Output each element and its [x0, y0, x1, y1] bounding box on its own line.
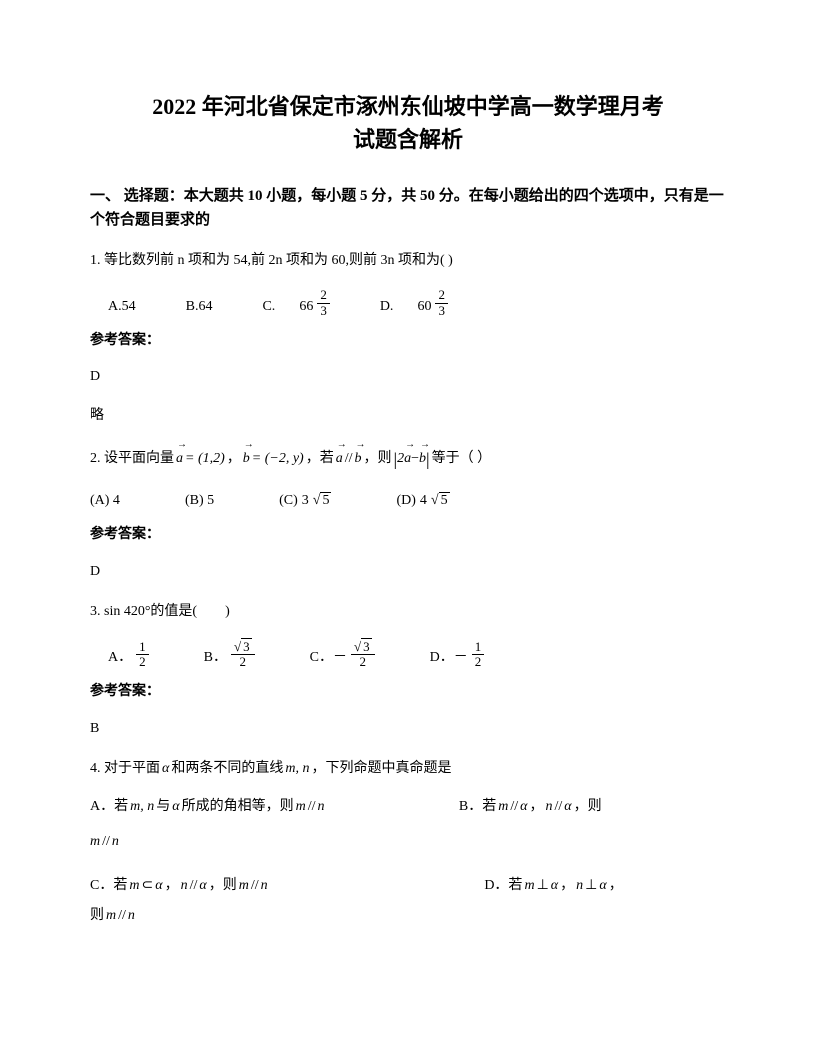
q1-ans-label: 参考答案：	[90, 330, 726, 352]
q1-options: A.54 B.64 C. 66 2 3 D. 60 2 3	[90, 288, 726, 318]
q3-opt-a: A． 1 2	[108, 640, 149, 670]
q1-text: 1. 等比数列前 n 项和为 54,前 2n 项和为 60,则前 3n 项和为(…	[90, 250, 726, 272]
fraction-icon: 2 3	[317, 288, 330, 318]
q3-text: 3. sin 420°的值是( )	[90, 601, 726, 623]
vector-b-icon: b	[243, 448, 250, 470]
fraction-icon: 3 2	[351, 640, 375, 670]
q2-opt-b: (B) 5	[185, 490, 214, 512]
abs-icon: 2 a − b	[394, 445, 430, 474]
q1-opt-b: B.64	[186, 296, 213, 318]
q1-opt-d: D. 60 2 3	[380, 288, 448, 318]
alpha-icon: α	[199, 875, 206, 897]
section-header: 一、 选择题：本大题共 10 小题，每小题 5 分，共 50 分。在每小题给出的…	[90, 184, 726, 232]
q1-opt-c: C. 66 2 3	[262, 288, 329, 318]
alpha-icon: α	[155, 875, 162, 897]
alpha-icon: α	[520, 796, 527, 818]
question-3: 3. sin 420°的值是( ) A． 1 2 B． 3 2 C．－ 3 2 …	[90, 601, 726, 740]
vector-a-icon: a	[404, 448, 411, 470]
q2-opt-c: (C) 35	[279, 490, 331, 512]
vector-a-icon: a	[336, 448, 343, 470]
sqrt-icon: 3	[354, 640, 372, 654]
alpha-icon: α	[599, 875, 606, 897]
q2-opt-a: (A) 4	[90, 490, 120, 512]
q4-opt-c: C．若 m ⊂ α ， n // α ，则 m // n	[90, 875, 484, 897]
alpha-icon: α	[551, 875, 558, 897]
vector-b-icon: b	[419, 448, 426, 470]
fraction-icon: 1 2	[472, 640, 485, 670]
q4-opt-d: D．若 m ⊥ α ， n ⊥ α ，	[484, 875, 726, 897]
q3-opt-c: C．－ 3 2	[310, 640, 375, 670]
q3-options: A． 1 2 B． 3 2 C．－ 3 2 D．－ 1 2	[90, 640, 726, 670]
title-line-2: 试题含解析	[353, 127, 463, 152]
q4-opt-b-cont: m // n	[90, 831, 726, 853]
alpha-icon: α	[172, 796, 179, 818]
fraction-icon: 1 2	[136, 640, 149, 670]
title-line-1: 2022 年河北省保定市涿州东仙坡中学高一数学理月考	[152, 94, 664, 119]
vector-a-icon: a	[176, 448, 183, 470]
page-title: 2022 年河北省保定市涿州东仙坡中学高一数学理月考 试题含解析	[90, 90, 726, 156]
q2-opt-d: (D) 45	[396, 490, 449, 512]
q4-opt-a: A．若 m, n 与 α 所成的角相等，则 m // n	[90, 796, 459, 818]
q4-opt-b: B．若 m // α ， n // α ，则	[459, 796, 726, 818]
q1-opt-a: A.54	[108, 296, 136, 318]
alpha-icon: α	[162, 758, 169, 780]
q3-opt-b: B． 3 2	[204, 640, 255, 670]
sqrt-icon: 5	[431, 490, 450, 512]
fraction-icon: 2 3	[435, 288, 448, 318]
question-2: 2. 设平面向量 a = (1,2) ， b = (−2, y) ，若 a //…	[90, 445, 726, 583]
question-1: 1. 等比数列前 n 项和为 54,前 2n 项和为 60,则前 3n 项和为(…	[90, 250, 726, 427]
vector-b-icon: b	[355, 448, 362, 470]
q4-opt-d-cont: 则 m // n	[90, 905, 726, 927]
q1-ans: D	[90, 366, 726, 388]
fraction-icon: 3 2	[231, 640, 255, 670]
alpha-icon: α	[564, 796, 571, 818]
sqrt-icon: 3	[234, 640, 252, 654]
question-4: 4. 对于平面 α 和两条不同的直线 m, n ，下列命题中真命题是 A．若 m…	[90, 758, 726, 928]
q3-opt-d: D．－ 1 2	[430, 640, 485, 670]
q2-options: (A) 4 (B) 5 (C) 35 (D) 45	[90, 490, 726, 512]
q2-ans: D	[90, 561, 726, 583]
q4-options: A．若 m, n 与 α 所成的角相等，则 m // n B．若 m // α …	[90, 796, 726, 928]
q4-text: 4. 对于平面 α 和两条不同的直线 m, n ，下列命题中真命题是	[90, 758, 726, 780]
q2-ans-label: 参考答案：	[90, 524, 726, 546]
q3-ans-label: 参考答案：	[90, 681, 726, 703]
q3-ans: B	[90, 718, 726, 740]
sqrt-icon: 5	[313, 490, 332, 512]
q1-note: 略	[90, 405, 726, 427]
q2-text: 2. 设平面向量 a = (1,2) ， b = (−2, y) ，若 a //…	[90, 445, 726, 474]
